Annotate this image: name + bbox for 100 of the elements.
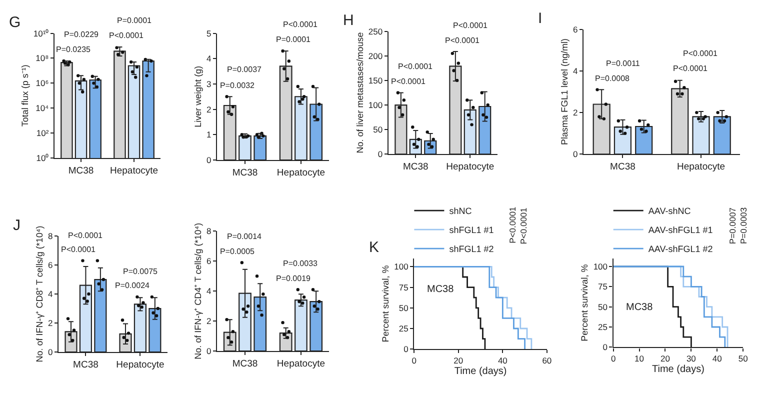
y-axis-title: Total flux (p s⁻¹) [20,64,30,127]
y-tick-label: 0 [378,149,383,160]
y-tick-label: 6 [48,260,53,270]
annotation: P=0.0235 [56,45,92,54]
chart-title: G [9,14,21,31]
y-tick-label: 4 [206,54,212,64]
x-tick-label: Hepatocyte [276,167,325,178]
text: P=0.0003 [738,207,748,244]
annotation: P<0.0001 [391,77,426,86]
y-tick-label: 2 [206,316,212,326]
x-tick-label: 10 [634,353,644,364]
x-tick-label: 50 [738,353,748,364]
y-axis-title: Percent survival, % [380,265,391,342]
y-tick-label: 4 [206,286,212,296]
y-tick-label: 10⁸ [36,53,50,64]
text: P=0.0007 [727,207,738,244]
y-tick-label: 0 [206,346,212,356]
y-axis-title: No. of IFN-γ⁺ CD8⁺ T cells/g (*10⁴) [34,226,44,362]
y-tick-label: 10⁰ [36,153,49,164]
chart-title: I [538,10,542,27]
annotation: P=0.0014 [227,232,262,241]
annotation: P=0.0001 [276,35,312,44]
text: P<0.0001 [453,21,488,30]
y-tick-label: 100 [593,261,608,272]
x-tick-label: Hepatocyte [676,162,726,173]
y-tick-label: 0 [206,154,212,165]
y-tick-label: 2 [573,108,578,118]
y-tick-label: 2 [48,318,53,328]
x-tick-label: Hepatocyte [116,360,164,371]
y-tick-label: 5 [206,28,212,38]
y-tick-label: 1 [206,130,212,140]
chart-title: H [343,12,354,29]
x-tick-label: 0 [412,355,417,366]
legend-label: AAV-shNC [648,206,692,216]
legend-label: AAV-shFGL1 #2 [648,244,713,254]
chart-title: K [369,239,380,256]
x-tick-label: MC38 [402,162,428,173]
x-tick-label: MC38 [610,162,636,173]
annotation: P=0.0075 [123,267,158,276]
y-axis-title: No. of IFN-γ⁺ CD4⁺ T cells/g (*10⁴) [192,222,203,360]
y-tick-label: 25 [398,323,409,334]
annotation: P<0.0001 [109,31,144,40]
y-tick-label: 50 [373,124,383,135]
y-tick-label: 75 [598,282,608,292]
y-tick-label: 0 [404,344,409,354]
x-tick-label: MC38 [232,358,258,370]
text: P=0.0001 [117,16,152,25]
y-tick-label: 4 [48,289,53,300]
text: P<0.0001 [508,206,518,244]
y-axis-title: Liver weight (g) [192,66,203,128]
x-tick-label: 0 [610,353,616,364]
x-tick-label: 60 [542,355,552,366]
y-tick-label: 10⁶ [36,78,49,88]
y-tick-label: 0 [602,342,608,352]
x-tick-label: Hepatocyte [446,162,494,173]
x-tick-label: MC38 [232,167,258,178]
x-tick-label: MC38 [68,166,94,177]
annotation: MC38 [626,302,654,313]
y-tick-label: 6 [206,256,212,266]
y-tick-label: 200 [368,50,383,61]
y-tick-label: 4 [573,66,578,76]
annotation: P<0.0001 [673,64,708,73]
y-tick-label: 8 [206,226,212,236]
y-tick-label: 75 [398,282,409,292]
x-tick-label: 20 [454,355,464,366]
y-tick-label: 50 [598,302,608,312]
y-tick-label: 100 [394,262,409,272]
x-axis-title: Time (days) [652,364,704,375]
annotation: P<0.0001 [398,62,434,71]
y-tick-label: 100 [368,100,383,110]
annotation: P=0.0011 [606,59,640,68]
y-tick-label: 150 [368,75,383,86]
legend-label: AAV-shFGL1 #1 [648,225,713,236]
annotation: P=0.0005 [220,247,256,256]
x-tick-label: MC38 [73,360,98,371]
y-axis-title: No. of liver metastases/mouse [354,32,365,154]
y-tick-label: 2 [206,104,212,114]
y-tick-label: 10⁴ [36,103,50,114]
x-tick-label: 20 [660,353,670,364]
annotation: P=0.0033 [283,259,318,268]
y-tick-label: 10² [36,128,49,138]
x-tick-label: Hepatocyte [276,358,325,370]
legend-label: shFGL1 #1 [449,225,494,236]
annotation: P<0.0001 [445,36,480,45]
y-tick-label: 25 [598,322,608,332]
legend-label: shFGL1 #2 [449,244,494,254]
annotation: P=0.0019 [276,274,312,283]
y-tick-label: 8 [48,231,53,242]
annotation: P=0.0008 [595,74,630,83]
annotation: P=0.0229 [64,30,100,39]
y-tick-label: 3 [206,78,212,89]
y-tick-label: 10¹⁰ [33,28,49,38]
x-tick-label: 30 [686,353,696,364]
legend-label: shNC [449,206,472,216]
x-tick-label: 40 [498,355,508,366]
y-axis-title: Percent survival, % [580,264,590,342]
x-axis-title: Time (days) [454,366,507,377]
x-tick-label: Hepatocyte [110,166,158,177]
annotation: MC38 [427,284,454,295]
annotation: P<0.0001 [683,49,718,58]
